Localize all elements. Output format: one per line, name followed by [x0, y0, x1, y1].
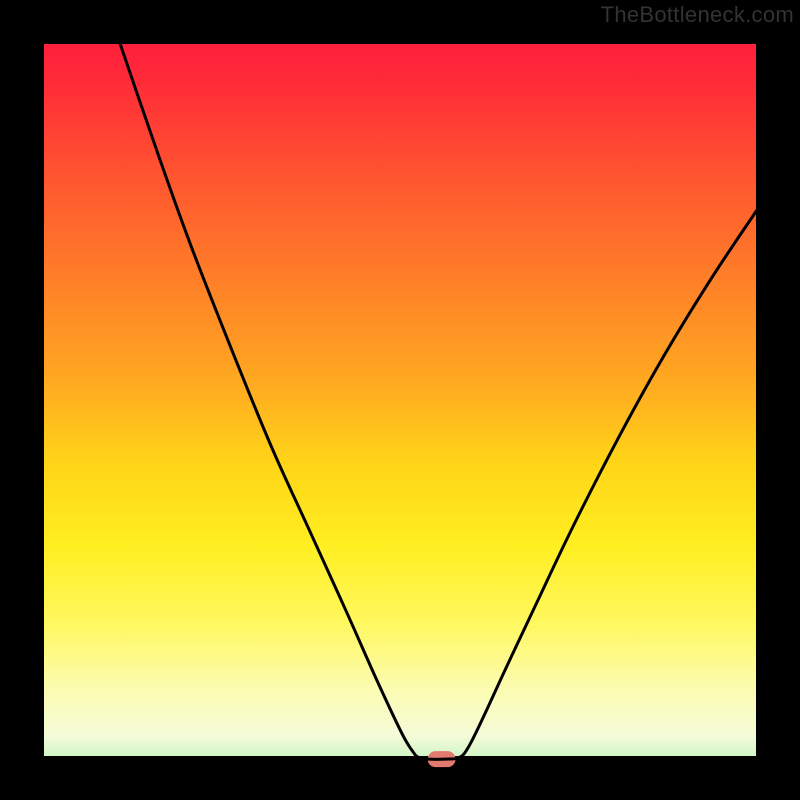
watermark-text: TheBottleneck.com: [601, 2, 794, 28]
bottleneck-chart: TheBottleneck.com: [0, 0, 800, 800]
chart-svg: [0, 0, 800, 800]
